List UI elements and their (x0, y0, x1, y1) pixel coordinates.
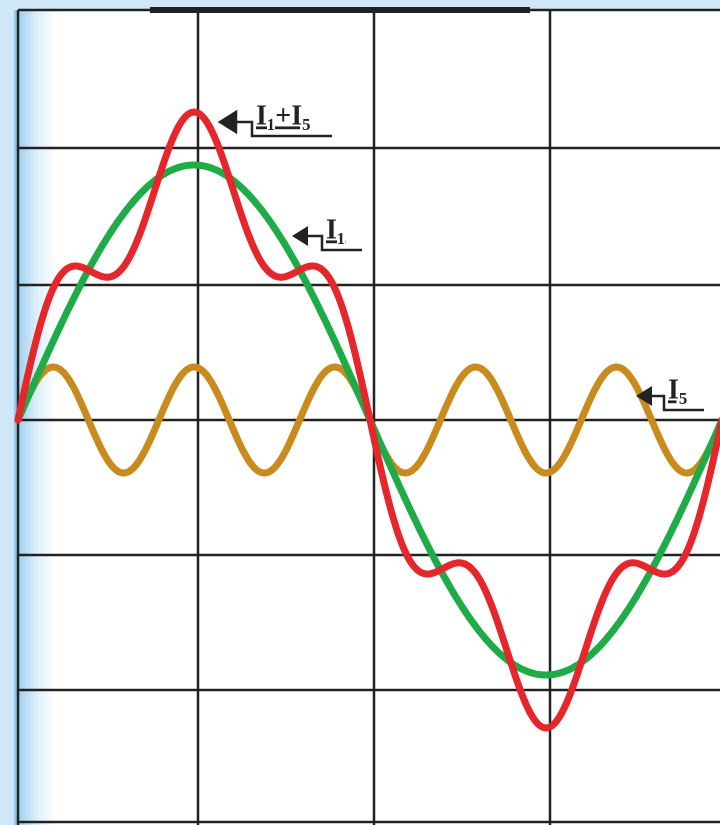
pointer-head (292, 226, 308, 246)
fundamental-label: I₁ (326, 214, 345, 245)
pointer-head (636, 386, 652, 406)
pointer-arrow (652, 394, 704, 412)
sum-label: I₁+I₅ (256, 100, 311, 131)
label-pointers (217, 109, 704, 412)
pointer-arrow (308, 234, 362, 252)
fifth-harmonic-label: I₅ (668, 374, 687, 405)
pointer-head (220, 112, 236, 132)
grid (16, 7, 720, 825)
sum-wave (14, 108, 720, 732)
